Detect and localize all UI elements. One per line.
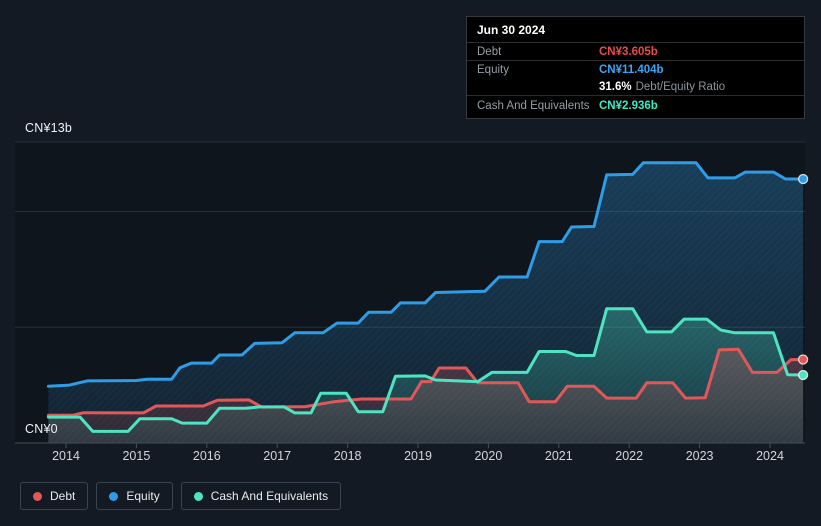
tooltip-equity-value: CN¥11.404b <box>599 63 664 76</box>
chart-svg <box>15 141 809 448</box>
year-label-2017: 2017 <box>263 449 292 463</box>
year-label-2016: 2016 <box>192 449 221 463</box>
legend-label-debt: Debt <box>50 489 76 503</box>
tooltip-debt-value: CN¥3.605b <box>599 45 658 58</box>
year-label-2015: 2015 <box>122 449 151 463</box>
cash-end-marker[interactable] <box>797 369 809 381</box>
tooltip-ratio-row: 31.6% Debt/Equity Ratio <box>467 78 804 96</box>
y-axis-max-label: CN¥13b <box>25 121 73 135</box>
tooltip-date: Jun 30 2024 <box>467 17 804 43</box>
equity-end-marker[interactable] <box>797 173 809 185</box>
tooltip-cash-row: Cash And Equivalents CN¥2.936b <box>467 96 804 118</box>
chart-plot[interactable] <box>15 141 809 452</box>
year-label-2014: 2014 <box>52 449 80 463</box>
tooltip-cash-value: CN¥2.936b <box>599 100 658 112</box>
equity-line <box>46 161 805 388</box>
year-label-2023: 2023 <box>685 449 714 463</box>
legend-dot-equity-icon <box>109 491 119 501</box>
tooltip-cash-label: Cash And Equivalents <box>477 100 590 112</box>
y-axis-zero-label: CN¥0 <box>25 422 58 436</box>
legend-label-equity: Equity <box>126 489 160 503</box>
year-label-2024: 2024 <box>756 449 784 463</box>
tooltip-ratio-value: 31.6% <box>599 80 632 93</box>
tooltip-equity-label: Equity <box>477 63 509 76</box>
debt-end-marker[interactable] <box>797 354 809 365</box>
legend-item-debt[interactable]: Debt <box>20 482 89 510</box>
tooltip-equity-row: Equity CN¥11.404b <box>467 61 804 78</box>
year-label-2021: 2021 <box>544 449 573 463</box>
legend-dot-cash-icon <box>193 491 203 501</box>
chart-legend: Debt Equity Cash And Equivalents <box>20 482 342 510</box>
legend-item-equity[interactable]: Equity <box>96 482 173 510</box>
year-label-2022: 2022 <box>615 449 644 463</box>
x-axis-labels: 2014 2015 2016 2017 2018 2019 2020 2021 2022 2023… <box>0 449 821 465</box>
chart-tooltip: Jun 30 2024 Debt CN¥3.605b Equity CN¥11.… <box>466 16 805 119</box>
year-label-2018: 2018 <box>333 449 362 463</box>
legend-dot-debt-icon <box>33 491 42 501</box>
legend-item-cash[interactable]: Cash And Equivalents <box>180 482 342 510</box>
year-label-2019: 2019 <box>404 449 432 463</box>
tooltip-debt-label: Debt <box>477 45 502 58</box>
cash-line <box>46 307 805 433</box>
year-label-2020: 2020 <box>474 449 503 463</box>
tooltip-ratio-label: Debt/Equity Ratio <box>635 80 726 93</box>
legend-label-cash: Cash And Equivalents <box>210 489 329 503</box>
tooltip-debt-row: Debt CN¥3.605b <box>467 43 804 61</box>
